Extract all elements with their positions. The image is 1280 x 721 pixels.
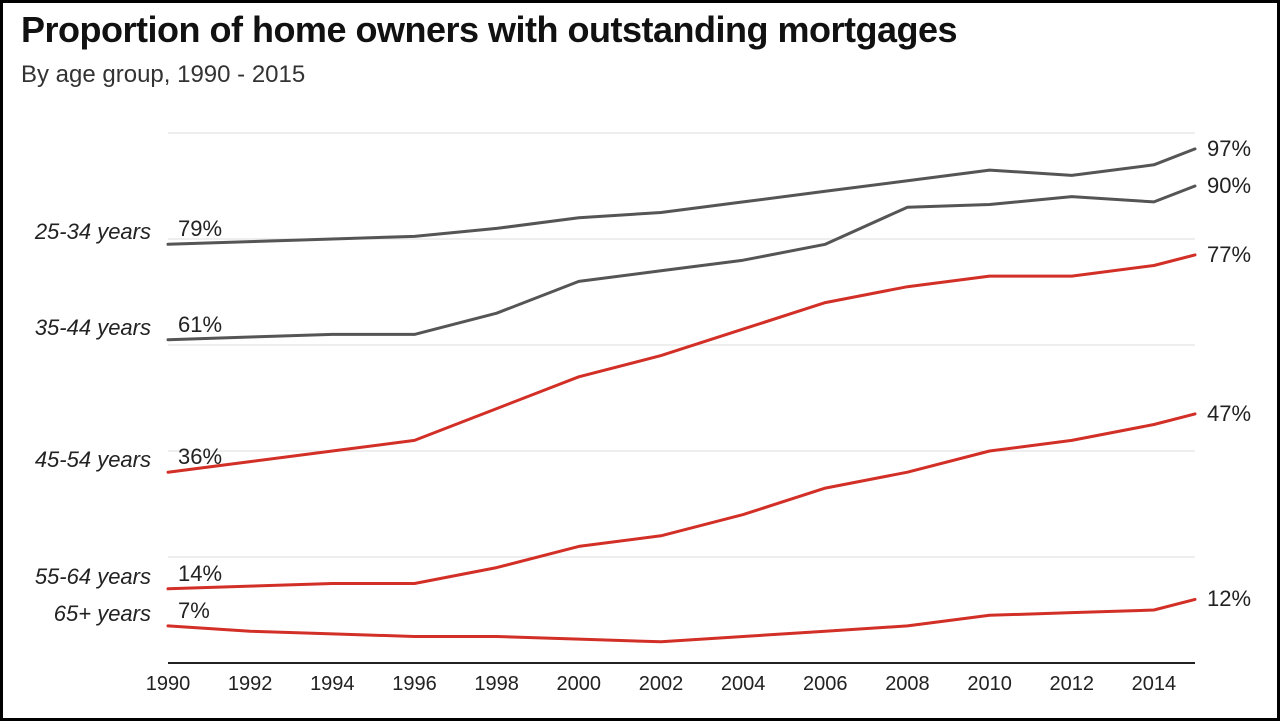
series-label-4: 65+ years — [21, 601, 151, 627]
series-label-0: 25-34 years — [21, 219, 151, 245]
x-tick-2004: 2004 — [721, 673, 766, 696]
series-start-value-1: 61% — [178, 312, 222, 338]
series-label-3: 55-64 years — [21, 564, 151, 590]
x-tick-2006: 2006 — [803, 673, 848, 696]
series-start-value-0: 79% — [178, 216, 222, 242]
x-tick-2010: 2010 — [967, 673, 1012, 696]
series-start-value-4: 7% — [178, 598, 210, 624]
series-end-value-1: 90% — [1207, 173, 1251, 199]
x-tick-2014: 2014 — [1132, 673, 1177, 696]
x-tick-1996: 1996 — [392, 673, 437, 696]
series-end-value-0: 97% — [1207, 136, 1251, 162]
series-label-1: 35-44 years — [21, 315, 151, 341]
series-label-2: 45-54 years — [21, 447, 151, 473]
x-tick-1994: 1994 — [310, 673, 355, 696]
x-tick-1998: 1998 — [474, 673, 519, 696]
series-end-value-3: 47% — [1207, 401, 1251, 427]
series-end-value-4: 12% — [1207, 586, 1251, 612]
x-tick-2000: 2000 — [557, 673, 602, 696]
x-tick-2008: 2008 — [885, 673, 930, 696]
x-tick-1990: 1990 — [146, 673, 191, 696]
x-tick-2002: 2002 — [639, 673, 684, 696]
series-start-value-3: 14% — [178, 561, 222, 587]
chart-frame: { "chart": { "type": "line", "title": "P… — [0, 0, 1280, 721]
series-start-value-2: 36% — [178, 444, 222, 470]
x-tick-2012: 2012 — [1050, 673, 1095, 696]
x-tick-1992: 1992 — [228, 673, 273, 696]
series-end-value-2: 77% — [1207, 242, 1251, 268]
